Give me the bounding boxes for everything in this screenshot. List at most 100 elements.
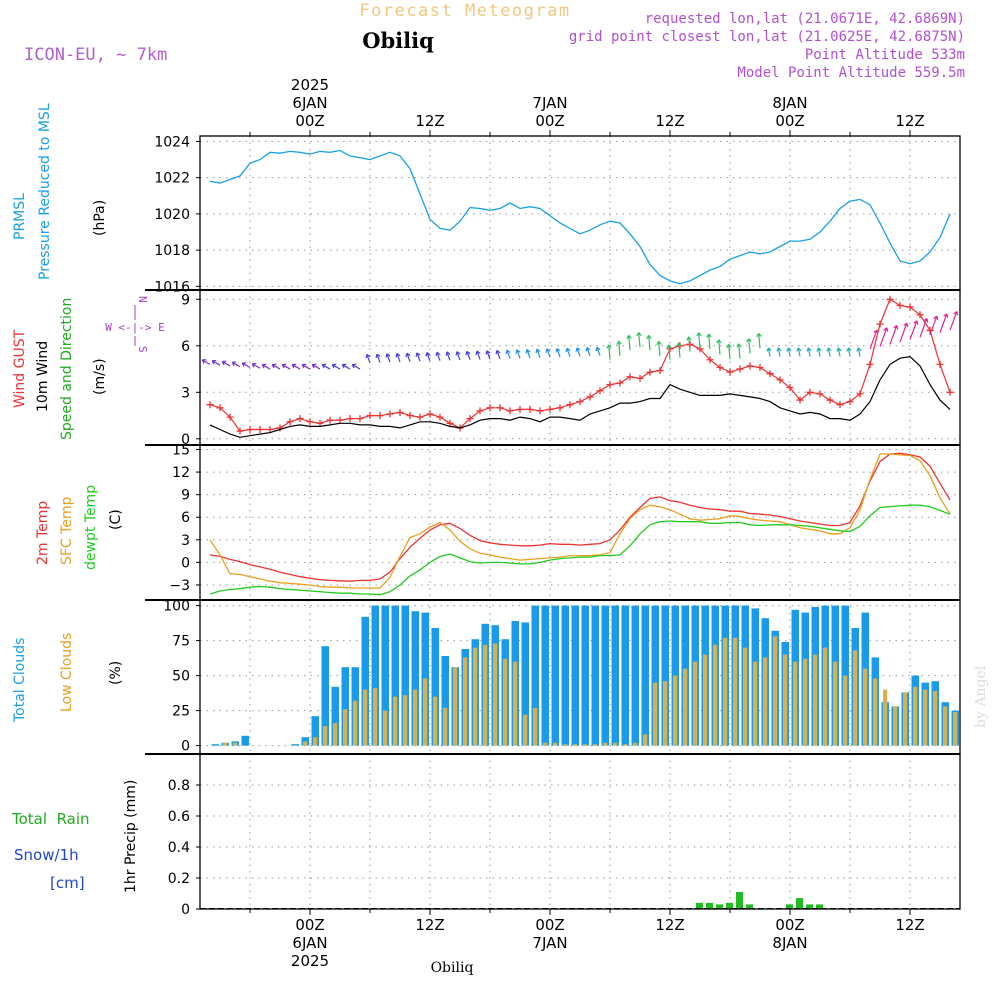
series-layer bbox=[200, 149, 960, 909]
top-time-label: 8JAN bbox=[772, 94, 807, 112]
gust-marker bbox=[436, 413, 444, 421]
cloud-total-bar bbox=[571, 605, 579, 746]
y-tick-label: 100 bbox=[163, 599, 190, 615]
wind-direction-arrow bbox=[241, 362, 251, 369]
gust-marker bbox=[296, 415, 304, 423]
gust-marker bbox=[386, 410, 394, 418]
cloud-low-bar bbox=[233, 742, 238, 746]
cloud-low-bar bbox=[843, 675, 848, 746]
cloud-total-bar bbox=[611, 605, 619, 746]
gust-marker bbox=[426, 410, 434, 418]
cloud-unit-label: (%) bbox=[108, 661, 124, 685]
cloud-total-bar bbox=[561, 605, 569, 746]
gust-marker bbox=[896, 302, 904, 309]
gust-marker bbox=[306, 418, 314, 426]
gust-marker bbox=[776, 376, 784, 384]
cloud-total-bar bbox=[551, 605, 559, 746]
gust-marker bbox=[856, 390, 864, 398]
wind-direction-arrow bbox=[606, 344, 612, 360]
cloud-low-bar bbox=[903, 692, 908, 746]
wind-direction-arrow bbox=[395, 352, 401, 363]
wind-direction-arrow bbox=[656, 340, 662, 357]
y-tick-label: 3 bbox=[181, 533, 190, 549]
y-tick-label: −3 bbox=[169, 578, 190, 594]
gust-marker bbox=[646, 368, 654, 376]
wind-direction-arrow bbox=[455, 351, 461, 361]
cloud-low-bar bbox=[453, 667, 458, 746]
watermark: by Angel bbox=[973, 665, 989, 728]
gust-marker bbox=[406, 412, 414, 420]
cloud-low-bar bbox=[683, 668, 688, 746]
wind-direction-arrow bbox=[261, 363, 271, 370]
cloud-total-bar bbox=[331, 686, 339, 746]
wind-direction-arrow bbox=[746, 338, 752, 354]
y-tick-label: 0.6 bbox=[168, 809, 190, 825]
cloud-total-bar bbox=[431, 628, 439, 746]
wind-direction-arrow bbox=[375, 353, 381, 363]
cloud-total-bar bbox=[641, 605, 649, 746]
gust-marker bbox=[706, 356, 714, 364]
rain-bar bbox=[786, 904, 793, 909]
rain-bar bbox=[796, 898, 803, 909]
y-axes: 101610181020102210240369−303691215025507… bbox=[154, 134, 200, 918]
gust-marker bbox=[286, 418, 294, 426]
y-tick-label: 50 bbox=[172, 669, 190, 685]
cloud-low-bar bbox=[483, 644, 488, 746]
gust-marker bbox=[396, 408, 404, 416]
compass-we-label: W <-|-> E bbox=[105, 321, 165, 334]
y-tick-label: 0 bbox=[181, 555, 190, 571]
y-tick-label: 9 bbox=[181, 292, 190, 308]
gust-marker bbox=[316, 419, 324, 427]
y-tick-label: 6 bbox=[181, 339, 190, 355]
wind-direction-arrow bbox=[545, 348, 551, 358]
bottom-time-label: 6JAN bbox=[292, 934, 327, 952]
cloud-low-bar bbox=[463, 657, 468, 746]
gust-marker bbox=[636, 374, 644, 382]
y-tick-label: 3 bbox=[181, 385, 190, 401]
cloud-total-bar bbox=[591, 605, 599, 746]
gust-marker bbox=[326, 416, 334, 424]
gust-marker bbox=[756, 364, 764, 371]
cloud-total-bar bbox=[651, 605, 659, 746]
wind-direction-arrow bbox=[221, 360, 231, 367]
y-tick-label: 15 bbox=[172, 443, 190, 459]
cloud-low-bar bbox=[343, 709, 348, 746]
gust-marker bbox=[836, 401, 844, 409]
top-time-label: 00Z bbox=[295, 112, 324, 130]
wind-direction-arrow bbox=[626, 334, 632, 351]
precip-snow-unit-label: [cm] bbox=[50, 874, 85, 892]
wind-direction-arrow bbox=[889, 324, 899, 345]
wind-direction-arrow bbox=[806, 347, 812, 357]
cloud-low-bar bbox=[793, 661, 798, 746]
bottom-time-label: 12Z bbox=[895, 916, 924, 934]
cloud-low-bar bbox=[533, 707, 538, 746]
gust-marker bbox=[476, 407, 484, 415]
wind-direction-arrow bbox=[706, 333, 712, 349]
gust-marker bbox=[226, 413, 234, 421]
cloud-low-bar bbox=[663, 681, 668, 746]
panel-frame-temp bbox=[199, 444, 961, 601]
wind-direction-arrow bbox=[271, 363, 281, 370]
cloud-low-bar bbox=[643, 734, 648, 746]
cloud-total-bar bbox=[411, 611, 419, 746]
cloud-low-bar bbox=[783, 654, 788, 746]
wind-direction-arrow bbox=[756, 332, 762, 349]
cloud-total-bar bbox=[521, 622, 529, 746]
cloud-total-bar bbox=[531, 605, 539, 746]
top-time-label: 12Z bbox=[895, 112, 924, 130]
gust-marker bbox=[876, 320, 884, 328]
model-label: ICON-EU, ~ 7km bbox=[24, 45, 167, 65]
cloud-total-label: Total Clouds bbox=[12, 638, 28, 723]
y-tick-label: 12 bbox=[172, 465, 190, 481]
bottom-time-label: 12Z bbox=[655, 916, 684, 934]
cloud-low-bar bbox=[333, 723, 338, 746]
gust-marker bbox=[356, 415, 364, 423]
wind-direction-arrow bbox=[846, 347, 852, 357]
cloud-total-bar bbox=[631, 605, 639, 746]
gust-marker bbox=[216, 404, 224, 412]
cloud-total-bar bbox=[291, 744, 299, 746]
gust-marker bbox=[486, 404, 494, 412]
cloud-low-bar bbox=[513, 661, 518, 746]
wind-direction-arrow bbox=[836, 347, 842, 357]
